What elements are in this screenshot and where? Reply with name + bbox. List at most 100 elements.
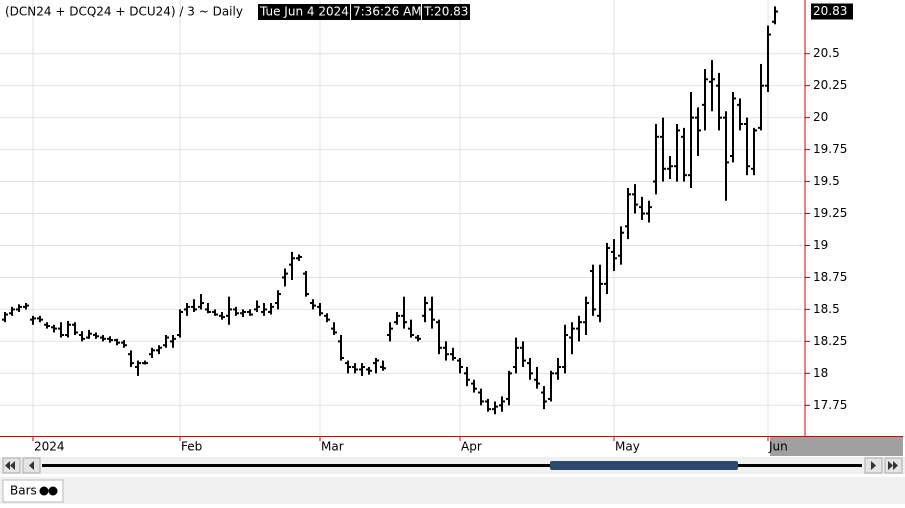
ohlc-bar [79,331,85,342]
icon [5,461,15,470]
ohlc-bar [660,117,666,182]
ohlc-bar [345,360,351,374]
y-tick-label: 17.75 [813,398,847,412]
tab-label: Bars [10,484,37,498]
ohlc-bar [93,332,99,339]
ohlc-bar [387,322,393,342]
ohlc-bar [170,334,176,348]
scrollbar[interactable] [0,457,905,474]
x-tick-label: Feb [181,440,202,454]
ohlc-bar [219,311,225,320]
ohlc-bar [681,127,687,182]
ohlc-bar [303,271,309,297]
ohlc-bar [9,306,15,316]
ohlc-bar [688,92,694,188]
ohlc-bar [548,370,554,402]
last-box [422,4,470,20]
scroll-thumb[interactable] [550,461,738,470]
ohlc-bar [2,311,8,323]
ohlc-bar [149,347,155,359]
ohlc-bar [457,358,463,374]
header: (DCN24 + DCQ24 + DCU24) / 3 ~ Daily Tue … [5,4,470,20]
ohlc-bar [359,363,365,376]
icon [888,461,898,470]
ohlc-bar [296,254,302,261]
ohlc-bar [422,296,428,323]
ohlc-bar [233,306,239,316]
ohlc-bar [156,345,162,355]
ohlc-bar [667,155,673,180]
y-tick-label: 18.25 [813,334,847,348]
ohlc-bar [639,196,645,220]
ohlc-bar [604,242,610,295]
ohlc-bar [597,264,603,323]
header-last: T:20.83 [423,5,468,19]
ohlc-bar [184,303,190,316]
ohlc-bar [394,311,400,325]
ohlc-bar [674,124,680,182]
ohlc-bar [765,25,771,93]
chart-title: (DCN24 + DCQ24 + DCU24) / 3 ~ Daily [5,5,243,19]
ohlc-bar [520,341,526,367]
tab[interactable] [2,479,64,503]
ohlc-bar [338,334,344,361]
ohlc-bar [450,347,456,361]
ohlc-bar [625,187,631,240]
y-tick-label: 19.5 [813,174,840,188]
y-tick-label: 18 [813,366,828,380]
ohlc-bar [555,358,561,380]
ohlc-bar [30,315,36,325]
last-price-label: 20.83 [813,4,847,18]
x-tick-label: Apr [461,440,482,454]
x-tick-label: Jun [768,440,788,454]
ohlc-bar [611,239,617,272]
ohlc-bar [86,329,92,339]
y-tick-label: 20.25 [813,78,847,92]
tab-bar [0,477,905,504]
ohlc-bar [408,319,414,338]
header-time: 7:36:26 AM [353,5,422,19]
ohlc-bar [16,304,22,312]
x-tick-label: May [615,440,640,454]
ohlc-bar [632,184,638,214]
ohlc-bar [646,200,652,223]
icon [871,461,876,470]
ohlc-bar [317,303,323,316]
x-tick-label: Mar [321,440,344,454]
ohlc-bar [541,386,547,410]
ohlc-bar [282,268,288,287]
ohlc-bar [471,379,477,393]
future-area [770,437,903,456]
icon [29,461,34,470]
ohlc-bar [177,309,183,338]
ohlc-bar [499,396,505,412]
ohlc-bar [289,251,295,281]
ohlc-bar [653,124,659,195]
ohlc-bar [128,350,134,367]
ohlc-bar [310,299,316,310]
ohlc-bar [142,360,148,365]
ohlc-bar [254,300,260,312]
ohlc-bar [506,370,512,406]
ohlc-bar [331,322,337,335]
ohlc-bar [107,336,113,343]
ohlc-bar [583,296,589,335]
y-tick-label: 19 [813,238,828,252]
ohlc-bar [352,363,358,374]
ohlc-bar [373,358,379,374]
ohlc-bar [100,334,106,342]
ohlc-bar [758,63,764,131]
ohlc-bar [723,111,729,201]
ohlc-bar [562,324,568,374]
ohlc-bar [485,398,491,412]
ohlc-bar [730,92,736,163]
tab-icon [39,486,49,496]
y-tick-label: 20 [813,110,828,124]
y-tick-label: 19.75 [813,142,847,156]
ohlc-bar [401,296,407,329]
ohlc-bar [240,309,246,318]
ohlc-bar [618,226,624,265]
